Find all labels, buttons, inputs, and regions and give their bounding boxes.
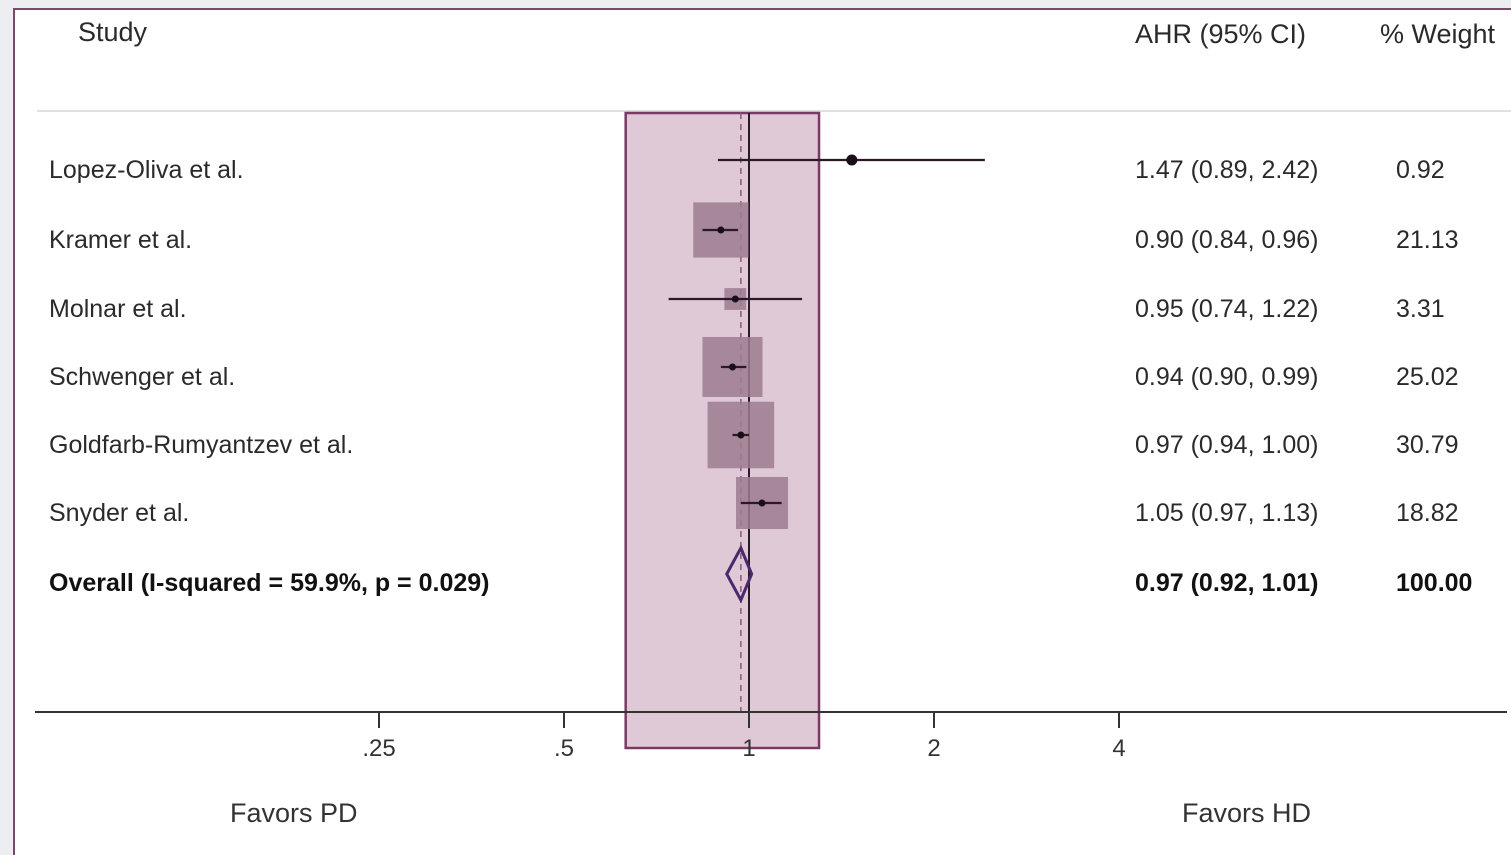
ahr-ci-value: 1.05 (0.97, 1.13) — [1135, 499, 1318, 527]
x-tick-label: .25 — [362, 735, 395, 762]
study-label: Schwenger et al. — [49, 363, 235, 391]
ahr-ci-value: 1.47 (0.89, 2.42) — [1135, 156, 1318, 184]
x-tick-label: 1 — [742, 735, 755, 762]
ahr-ci-value: 0.97 (0.94, 1.00) — [1135, 431, 1318, 459]
study-label: Lopez-Oliva et al. — [49, 156, 244, 184]
overall-weight-value: 100.00 — [1396, 569, 1472, 597]
study-label: Kramer et al. — [49, 226, 192, 254]
point-estimate — [737, 431, 745, 439]
study-label: Goldfarb-Rumyantzev et al. — [49, 431, 353, 459]
favors-hd-label: Favors HD — [1182, 798, 1311, 828]
favors-pd-label: Favors PD — [230, 798, 358, 828]
x-tick-label: 4 — [1112, 735, 1125, 762]
weight-value: 25.02 — [1396, 363, 1459, 391]
weight-value: 18.82 — [1396, 499, 1459, 527]
ahr-ci-value: 0.95 (0.74, 1.22) — [1135, 295, 1318, 323]
study-label: Molnar et al. — [49, 295, 187, 323]
header-weight: % Weight — [1380, 19, 1496, 49]
point-estimate — [717, 226, 725, 234]
study-label: Snyder et al. — [49, 499, 189, 527]
overall-ci-value: 0.97 (0.92, 1.01) — [1135, 569, 1318, 597]
weight-value: 3.31 — [1396, 295, 1445, 323]
point-estimate — [728, 363, 736, 371]
point-estimate — [731, 295, 739, 303]
header-ahr: AHR (95% CI) — [1135, 19, 1306, 49]
ahr-ci-value: 0.90 (0.84, 0.96) — [1135, 226, 1318, 254]
x-tick-label: 2 — [927, 735, 940, 762]
weight-value: 30.79 — [1396, 431, 1459, 459]
ahr-ci-value: 0.94 (0.90, 0.99) — [1135, 363, 1318, 391]
x-tick-label: .5 — [554, 735, 574, 762]
point-estimate — [846, 154, 858, 166]
weight-value: 0.92 — [1396, 156, 1445, 184]
header-study: Study — [78, 17, 148, 47]
overall-diamond — [725, 544, 754, 604]
point-estimate — [758, 499, 766, 507]
overall-label: Overall (I-squared = 59.9%, p = 0.029) — [49, 569, 490, 597]
weight-value: 21.13 — [1396, 226, 1459, 254]
